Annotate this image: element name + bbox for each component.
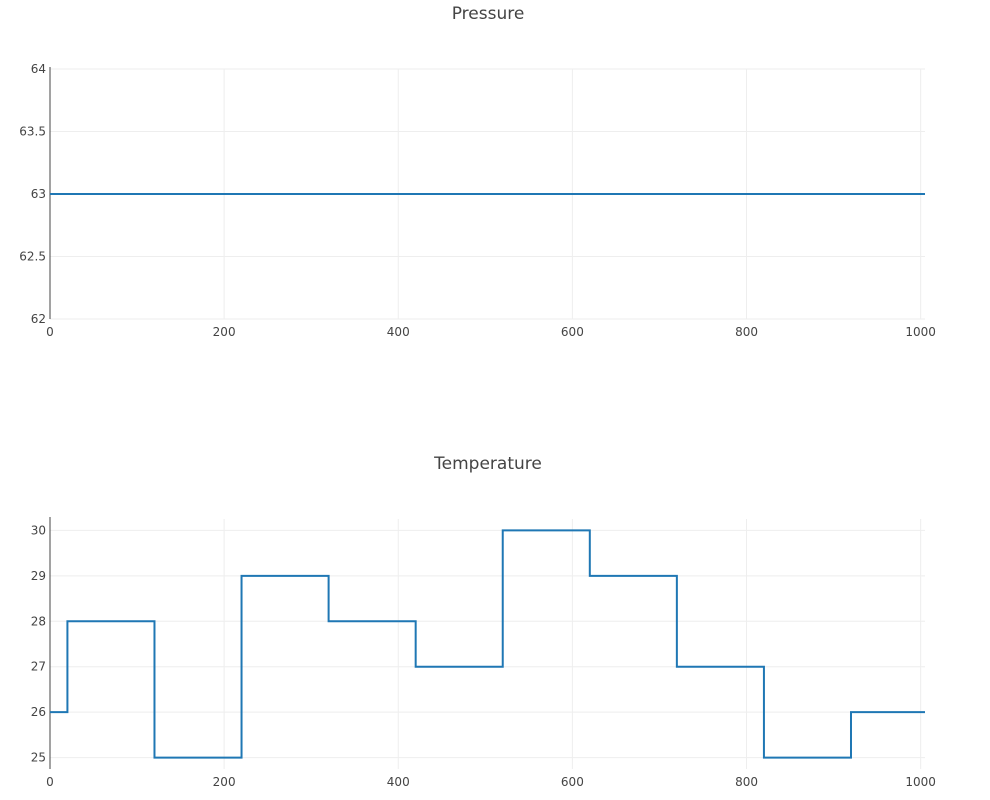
temperature-x-tick-label: 0 <box>46 775 54 789</box>
pressure-x-tick-label: 600 <box>561 325 584 339</box>
temperature-y-tick-label: 26 <box>31 705 46 719</box>
temperature-x-tick-label: 800 <box>735 775 758 789</box>
pressure-y-tick-label: 63 <box>31 187 46 201</box>
temperature-x-tick-label: 400 <box>387 775 410 789</box>
pressure-x-tick-label: 400 <box>387 325 410 339</box>
pressure-y-tick-label: 64 <box>31 62 46 76</box>
temperature-x-tick-label: 200 <box>213 775 236 789</box>
temperature-y-tick-label: 29 <box>31 569 46 583</box>
temperature-y-tick-label: 30 <box>31 523 46 537</box>
temperature-y-tick-label: 27 <box>31 660 46 674</box>
pressure-x-tick-label: 1000 <box>905 325 936 339</box>
pressure-y-tick-label: 62.5 <box>19 250 46 264</box>
temperature-x-tick-label: 600 <box>561 775 584 789</box>
temperature-chart-title: Temperature <box>434 454 542 474</box>
pressure-y-tick-label: 62 <box>31 312 46 326</box>
temperature-y-tick-label: 25 <box>31 751 46 765</box>
temperature-y-tick-label: 28 <box>31 614 46 628</box>
pressure-chart-title: Pressure <box>451 4 525 24</box>
pressure-x-tick-label: 0 <box>46 325 54 339</box>
temperature-x-tick-label: 1000 <box>905 775 936 789</box>
pressure-y-tick-label: 63.5 <box>19 125 46 139</box>
pressure-x-tick-label: 200 <box>213 325 236 339</box>
temperature-series-line <box>50 529 925 759</box>
pressure-x-tick-label: 800 <box>735 325 758 339</box>
